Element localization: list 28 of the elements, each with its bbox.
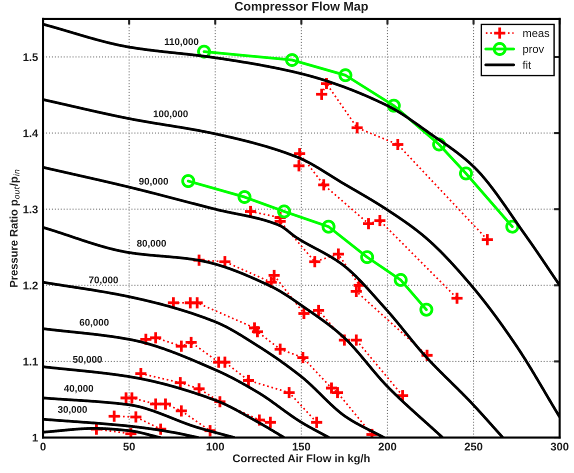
x-tick-label: 300 (550, 442, 568, 451)
legend-label: fit (522, 60, 532, 69)
legend-label: prov (523, 46, 544, 56)
y-tick-label: 1.5 (23, 53, 38, 62)
y-tick-label: 1.3 (23, 205, 38, 214)
annotation: 50,000 (72, 356, 102, 364)
y-axis-title: Pressure Ratio p$_{out}$/p$_{in}$ (10, 170, 20, 287)
annotation: 30,000 (58, 406, 87, 414)
annotation: 70,000 (89, 276, 118, 285)
x-tick-label: 0 (40, 442, 46, 451)
x-tick-label: 50 (123, 442, 135, 451)
y-tick-label: 1.2 (23, 282, 38, 290)
x-tick-label: 150 (292, 442, 310, 451)
chart-title: Compressor Flow Map (234, 2, 368, 14)
annotation: 110,000 (164, 38, 198, 47)
x-tick-label: 250 (464, 442, 482, 451)
annotation: 80,000 (136, 240, 166, 248)
annotation: 40,000 (64, 384, 94, 394)
x-tick-label: 200 (378, 442, 396, 451)
y-tick-label: 1.1 (23, 358, 38, 366)
annotation: 60,000 (80, 318, 109, 328)
x-tick-label: 100 (206, 442, 224, 451)
y-tick-label: 1 (32, 434, 38, 442)
legend-label: meas (523, 30, 550, 38)
x-axis-title: Corrected Air Flow in kg/h (232, 454, 370, 465)
annotation: 100,000 (154, 110, 188, 119)
y-tick-label: 1.4 (23, 129, 38, 138)
annotation: 90,000 (139, 178, 168, 186)
